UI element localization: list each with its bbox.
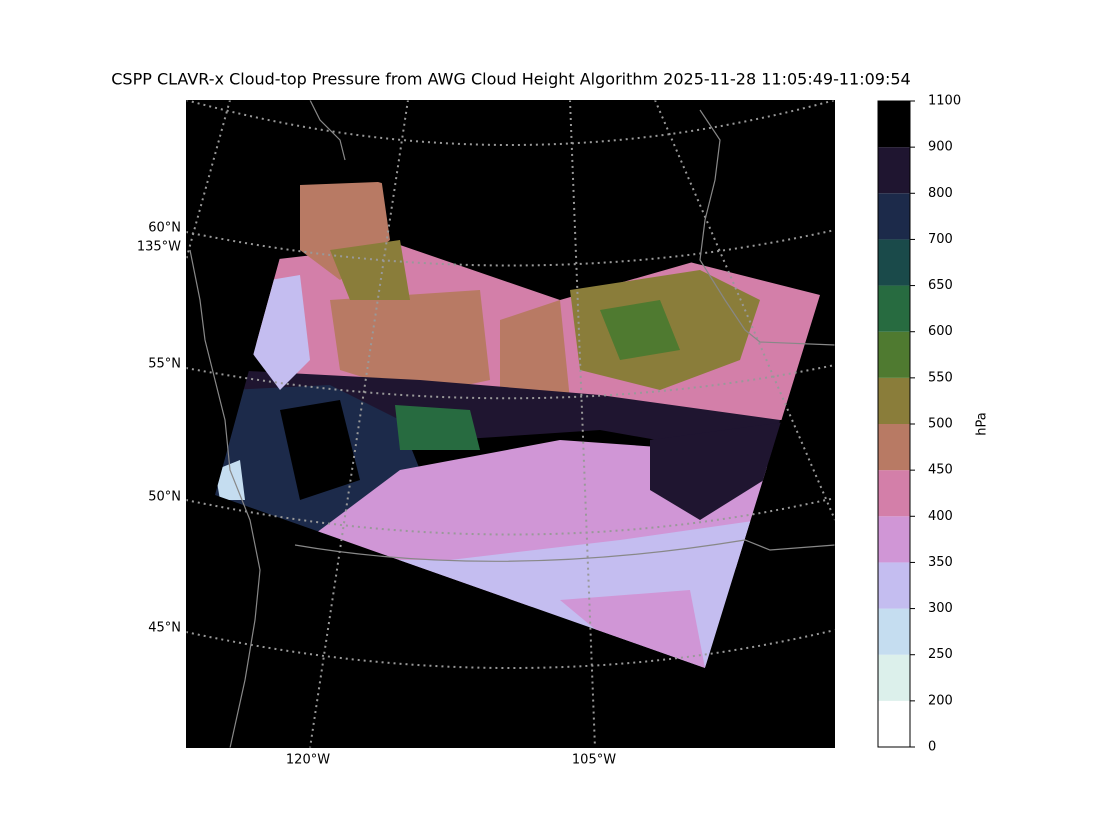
lon-label: 105°W (572, 753, 616, 768)
colorbar-tick-label: 650 (928, 278, 953, 293)
lon-line (186, 100, 231, 261)
colorbar-segment (878, 331, 910, 378)
lat-line (186, 497, 835, 536)
colorbar-segment (878, 608, 910, 655)
colorbar-segment (878, 700, 910, 747)
lon-line (654, 100, 835, 521)
colorbar-tick-label: 200 (928, 693, 953, 708)
cloud-region (650, 420, 800, 520)
cloud-region (280, 400, 360, 500)
colorbar-tick-label: 600 (928, 324, 953, 339)
coastlines (189, 100, 835, 748)
lat-label: 55°N (148, 357, 181, 372)
coastline (189, 100, 346, 748)
border (294, 539, 835, 562)
lat-line (186, 229, 835, 267)
colorbar-segment (878, 377, 910, 424)
colorbar-tick-label: 0 (928, 740, 936, 755)
colorbar-tick-label: 900 (928, 140, 953, 155)
colorbar-segment (878, 147, 910, 194)
lon-line (309, 100, 409, 748)
colorbar-tick-label: 700 (928, 232, 953, 247)
colorbar-segment (878, 101, 910, 148)
lat-line (186, 629, 835, 669)
cloud-region (500, 300, 570, 400)
lon-label: 120°W (286, 753, 330, 768)
colorbar-tick-label: 300 (928, 601, 953, 616)
colorbar: 0 200 250 300 350 400 450 500 550 600 650 700 800 900… (877, 94, 961, 755)
colorbar-label: hPa (975, 412, 990, 435)
colorbar-tick-label: 1100 (928, 94, 961, 109)
colorbar-tick-label: 550 (928, 370, 953, 385)
title: CSPP CLAVR-x Cloud-top Pressure from AWG… (111, 70, 910, 89)
colorbar-tick-label: 450 (928, 463, 953, 478)
colorbar-segment (878, 285, 910, 332)
colorbar-tick-label: 400 (928, 509, 953, 524)
coastline (699, 109, 835, 346)
colorbar-tick-label: 800 (928, 186, 953, 201)
cloud-region (560, 590, 705, 668)
colorbar-segment (878, 424, 910, 471)
map (186, 100, 835, 748)
colorbar-segment (878, 654, 910, 701)
graticule (186, 100, 835, 748)
lat-label: 60°N (148, 221, 181, 236)
cloud-region (600, 300, 680, 360)
lon-line (569, 100, 596, 748)
colorbar-tick-label: 500 (928, 417, 953, 432)
colorbar-segment (878, 239, 910, 286)
lat-line (186, 364, 835, 400)
lat-label: 50°N (148, 490, 181, 505)
cloud-region (395, 405, 480, 450)
cloud-region (330, 240, 410, 300)
colorbar-segment (878, 470, 910, 517)
colorbar-segment (878, 516, 910, 563)
colorbar-segment (878, 562, 910, 609)
colorbar-tick-label: 350 (928, 555, 953, 570)
colorbar-segment (878, 193, 910, 240)
lat-label: 45°N (148, 621, 181, 636)
lon-label: 135°W (137, 240, 181, 255)
cloud-region (330, 290, 490, 395)
colorbar-tick-label: 250 (928, 647, 953, 662)
